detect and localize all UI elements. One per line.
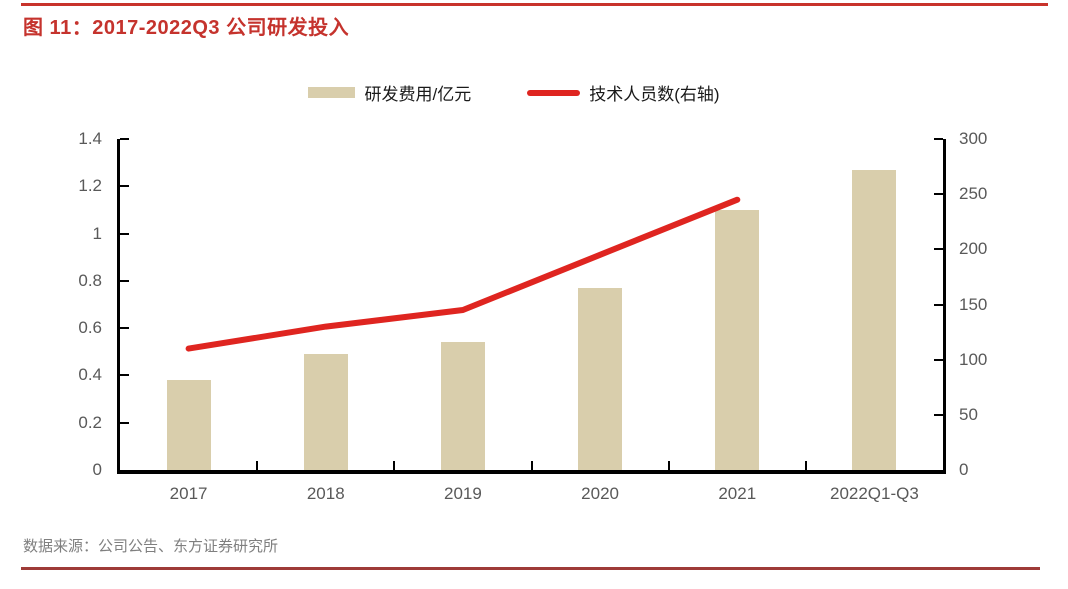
left-axis-tick-mark	[120, 232, 129, 235]
left-axis-tick-mark	[120, 279, 129, 282]
left-axis-tick-mark	[120, 421, 129, 424]
x-axis-tick-mark	[667, 461, 670, 470]
bar-2021	[715, 209, 760, 470]
left-axis-tick-mark	[120, 327, 129, 330]
bar-2018	[303, 354, 348, 470]
x-axis-category-label: 2022Q1-Q3	[829, 484, 919, 503]
left-axis-tick-label: 0.4	[78, 365, 102, 385]
right-axis-tick-mark	[934, 248, 943, 251]
x-axis-category-label: 2020	[581, 484, 619, 503]
top-rule	[21, 3, 1048, 6]
left-axis-tick-mark	[120, 138, 129, 140]
right-axis-tick-mark	[934, 138, 943, 140]
bar-2017	[166, 380, 211, 470]
left-axis-tick-mark	[120, 185, 129, 188]
line-series	[185, 196, 741, 352]
bar-2019	[440, 342, 485, 470]
bar-2022Q1-Q3	[852, 169, 897, 470]
right-axis-tick-mark	[934, 303, 943, 306]
data-source-note: 数据来源：公司公告、东方证券研究所	[23, 538, 279, 555]
legend-item-line-series: 技术人员数(右轴)	[527, 80, 720, 105]
bar-series-label: 研发费用/亿元	[364, 85, 472, 104]
bottom-rule	[21, 567, 1040, 570]
left-axis-tick-label: 0	[92, 460, 102, 479]
legend-item-bar-series: 研发费用/亿元	[308, 80, 471, 105]
right-axis-tick-label: 100	[959, 349, 988, 369]
x-axis-tick-mark	[256, 461, 259, 470]
right-axis-tick-label: 300	[959, 129, 988, 148]
right-axis-tick-mark	[934, 193, 943, 196]
left-axis-tick-label: 0.8	[78, 270, 102, 290]
x-axis-tick-mark	[530, 461, 533, 470]
plot-area: 0 0.2 0.4 0.6 0.8 1 1.2 1.4 0 50 100 150 200 250 300 …	[78, 130, 987, 504]
bar-series-swatch	[308, 87, 356, 98]
x-axis-category-label: 2017	[169, 484, 208, 503]
x-axis-category-label: 2018	[306, 484, 345, 503]
line-series-swatch	[527, 89, 581, 96]
right-axis-tick-label: 0	[959, 460, 969, 479]
right-axis-tick-mark	[934, 413, 943, 416]
x-axis-category-label: 2019	[443, 484, 482, 503]
left-axis-tick-label: 0.6	[78, 318, 102, 338]
x-axis-category-label: 2021	[718, 484, 757, 503]
x-axis-tick-mark	[804, 461, 807, 470]
left-axis-tick-label: 0.2	[78, 412, 102, 432]
line-series-path	[185, 196, 741, 352]
right-axis-tick-label: 250	[959, 184, 988, 204]
left-axis-tick-label: 1.4	[78, 129, 102, 148]
left-axis-tick-label: 1.2	[78, 176, 102, 196]
legend: 研发费用/亿元 技术人员数(右轴)	[0, 80, 1048, 105]
line-series-label: 技术人员数(右轴)	[589, 85, 720, 104]
left-axis-tick-label: 1	[92, 223, 102, 243]
x-axis-tick-mark	[393, 461, 396, 470]
right-axis-tick-label: 50	[959, 404, 978, 424]
right-axis-tick-label: 200	[959, 239, 988, 259]
bar-2020	[578, 287, 623, 470]
left-axis-tick-mark	[120, 374, 129, 377]
figure-title: 图 11：2017-2022Q3 公司研发投入	[23, 17, 350, 39]
right-axis-tick-label: 150	[959, 294, 988, 314]
right-axis-tick-mark	[934, 358, 943, 361]
